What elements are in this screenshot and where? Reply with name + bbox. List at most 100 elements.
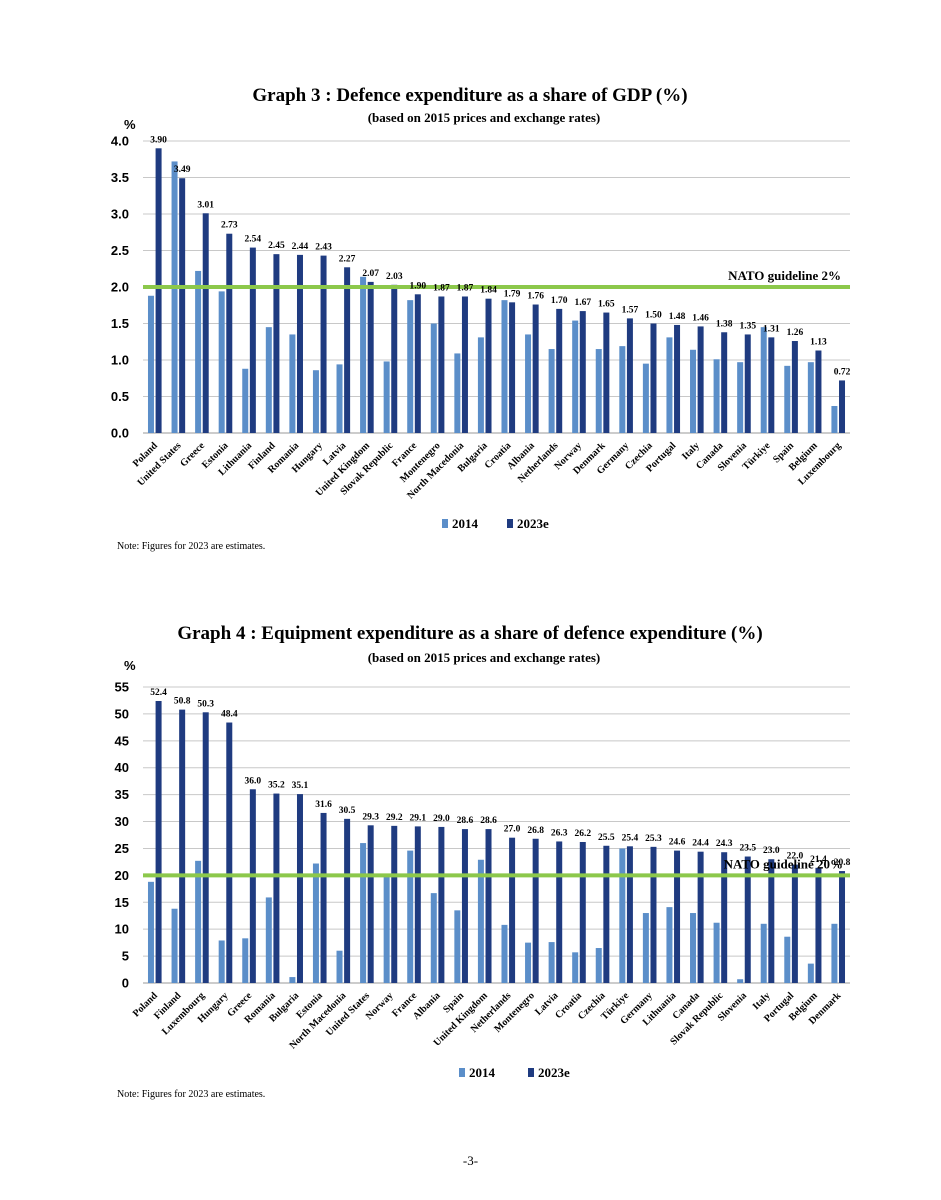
bar-2023e	[579, 841, 586, 983]
bar-2014	[760, 923, 767, 983]
bar-2023e	[296, 794, 303, 983]
bar-2023e	[155, 148, 162, 434]
value-label-2023e: 22.0	[787, 852, 804, 862]
bar-2023e	[603, 845, 610, 983]
bar-2014	[713, 359, 720, 433]
value-label-2023e: 29.2	[386, 813, 403, 823]
value-label-2023e: 1.50	[645, 311, 662, 321]
bar-2023e	[155, 700, 162, 983]
value-label-2023e: 1.35	[739, 321, 756, 331]
value-label-2023e: 50.3	[197, 699, 214, 709]
value-label-2023e: 31.6	[315, 800, 332, 810]
y-tick-label: 0.0	[111, 426, 129, 441]
bar-2014	[289, 977, 296, 983]
value-label-2023e: 26.3	[551, 828, 568, 838]
bar-2014	[619, 346, 626, 433]
bar-2023e	[391, 825, 398, 983]
chart-subtitle: (based on 2015 prices and exchange rates…	[368, 110, 601, 125]
y-axis-unit: %	[124, 117, 136, 132]
bar-2023e	[650, 846, 657, 983]
bar-2014	[666, 907, 673, 983]
bar-2023e	[249, 789, 256, 983]
value-label-2023e: 1.13	[810, 338, 827, 348]
value-label-2023e: 1.67	[574, 298, 591, 308]
bar-2023e	[438, 296, 445, 433]
value-label-2023e: 2.44	[292, 242, 309, 252]
value-label-2023e: 48.4	[221, 710, 238, 720]
value-label-2023e: 25.3	[645, 834, 662, 844]
bar-2023e	[744, 334, 751, 433]
value-label-2023e: 1.76	[527, 292, 544, 302]
bar-2023e	[367, 281, 374, 433]
bar-2023e	[485, 829, 492, 983]
y-tick-label: 30	[115, 814, 129, 829]
bar-2014	[831, 923, 838, 983]
bar-2014	[642, 913, 649, 983]
bar-2014	[501, 300, 508, 433]
y-tick-label: 4.0	[111, 134, 129, 149]
bar-2023e	[626, 846, 633, 983]
value-label-2023e: 1.38	[716, 319, 733, 329]
legend-swatch-2023e	[528, 1068, 534, 1077]
value-label-2023e: 1.48	[669, 312, 686, 322]
value-label-2023e: 24.4	[692, 839, 709, 849]
bar-2023e	[603, 312, 610, 433]
bar-2023e	[815, 350, 822, 433]
legend-swatch-2014	[459, 1068, 465, 1077]
value-label-2023e: 2.07	[362, 269, 379, 279]
bar-2023e	[532, 304, 539, 433]
value-label-2023e: 1.70	[551, 296, 568, 306]
bar-2023e	[226, 233, 233, 433]
bar-2014	[477, 859, 484, 983]
y-tick-label: 20	[115, 868, 129, 883]
bar-2023e	[721, 332, 728, 433]
bar-2023e	[414, 294, 421, 433]
bar-2014	[548, 349, 555, 433]
bar-2023e	[674, 324, 681, 433]
value-label-2023e: 1.31	[763, 324, 780, 334]
value-label-2023e: 21.4	[810, 855, 827, 865]
chart-title: Graph 4 : Equipment expenditure as a sha…	[177, 623, 762, 644]
value-label-2023e: 27.0	[504, 825, 521, 835]
bar-2023e	[202, 213, 209, 433]
bar-2023e	[179, 178, 186, 433]
bar-2023e	[697, 851, 704, 983]
bar-2014	[595, 948, 602, 983]
bar-2014	[407, 850, 414, 983]
bar-2023e	[509, 302, 516, 433]
bar-2023e	[344, 818, 351, 983]
legend-label-2014: 2014	[469, 1065, 496, 1080]
bar-2023e	[461, 296, 468, 433]
y-tick-label: 50	[115, 706, 129, 721]
value-label-2023e: 1.79	[504, 289, 521, 299]
bar-2014	[784, 936, 791, 983]
bar-2014	[430, 323, 437, 433]
value-label-2023e: 20.8	[834, 858, 851, 868]
graph-3-defence-expenditure-gdp: Graph 3 : Defence expenditure as a share…	[111, 85, 851, 531]
graph-4-note: Note: Figures for 2023 are estimates.	[117, 1089, 266, 1100]
bar-2014	[218, 940, 225, 983]
value-label-2023e: 1.65	[598, 300, 615, 310]
y-tick-label: 0	[122, 976, 129, 991]
bar-2014	[383, 876, 390, 983]
bar-2023e	[839, 380, 846, 433]
bar-2014	[195, 860, 202, 983]
bar-2023e	[414, 826, 421, 983]
legend-label-2014: 2014	[452, 516, 479, 531]
bar-2014	[525, 334, 532, 433]
bar-2014	[525, 942, 532, 983]
value-label-2023e: 2.43	[315, 243, 332, 253]
value-label-2023e: 1.87	[433, 283, 450, 293]
bar-2014	[737, 979, 744, 983]
value-label-2023e: 1.84	[480, 286, 497, 296]
bar-2023e	[273, 254, 280, 433]
bar-2023e	[320, 812, 327, 983]
value-label-2023e: 30.5	[339, 806, 356, 816]
y-tick-label: 15	[115, 895, 129, 910]
legend-swatch-2023e	[507, 519, 513, 528]
value-label-2023e: 0.72	[834, 367, 851, 377]
bar-2023e	[556, 308, 563, 433]
bar-2014	[760, 327, 767, 433]
nato-guideline-label: NATO guideline 2%	[728, 268, 841, 283]
bar-2023e	[791, 341, 798, 433]
